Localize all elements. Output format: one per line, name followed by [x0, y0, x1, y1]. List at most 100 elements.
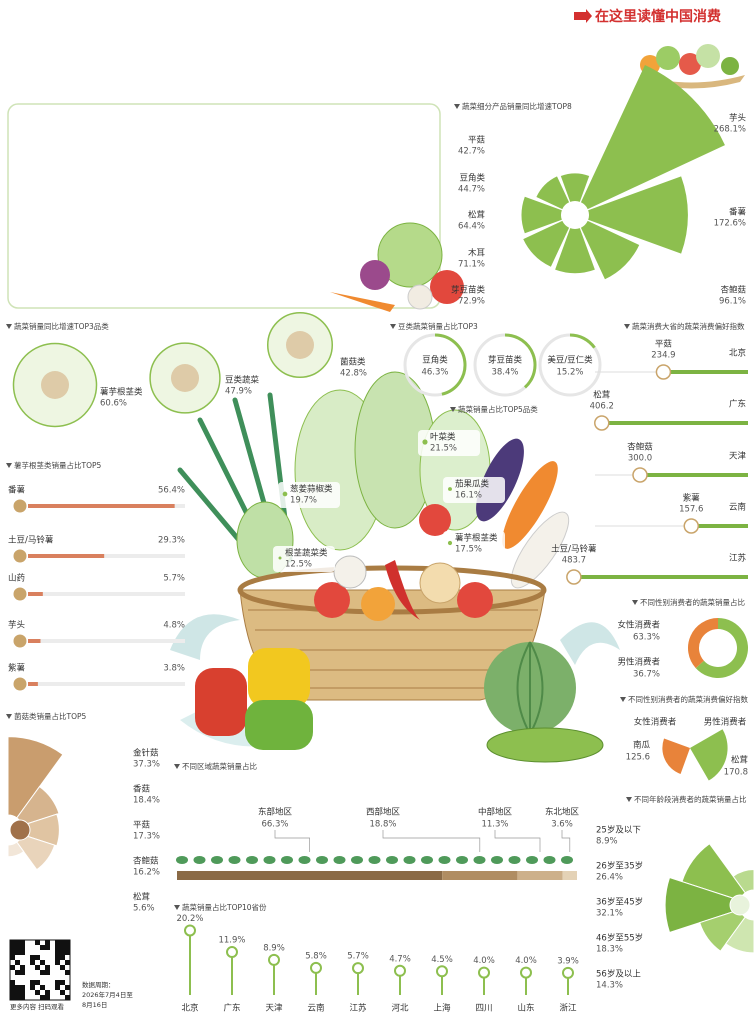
wedge	[662, 738, 690, 774]
value-label: 63.3%	[633, 633, 660, 643]
bar-track	[28, 639, 185, 643]
qr-cell	[55, 985, 60, 990]
province-label: 江苏	[729, 553, 747, 564]
veg-icon	[286, 331, 314, 359]
chart-title: 不同区域蔬菜销量占比	[182, 761, 257, 771]
value-label: 19.7%	[290, 496, 317, 506]
title-marker	[450, 407, 456, 412]
bar	[28, 554, 105, 558]
qr-cell	[10, 980, 15, 985]
qr-cell	[15, 985, 20, 990]
category-label: 女性消费者	[634, 717, 677, 728]
title-marker	[6, 714, 12, 719]
leaf-icon	[368, 856, 381, 864]
qr-cell	[20, 970, 25, 975]
tag-dot	[278, 556, 282, 560]
veg-icon	[683, 518, 700, 534]
qr-cell	[45, 970, 50, 975]
qr-cell	[55, 960, 60, 965]
product-label: 松茸	[731, 755, 748, 766]
qr-cell	[40, 960, 45, 965]
value-label: 47.9%	[225, 387, 252, 397]
category-label: 叶菜类	[430, 432, 456, 443]
category-label: 东部地区	[258, 807, 293, 818]
leaf-icon	[473, 856, 486, 864]
veg-icon	[12, 498, 28, 514]
qr-cell	[65, 985, 70, 990]
rose-wedge	[560, 173, 590, 202]
lollipop-head	[394, 964, 406, 977]
bar-track	[28, 554, 185, 558]
category-label: 菌菇类	[340, 357, 366, 368]
value-label: 268.1%	[714, 125, 746, 135]
qr-cell	[35, 955, 40, 960]
bar-segment	[562, 871, 577, 880]
qr-cell	[65, 945, 70, 950]
leaf-icon	[298, 856, 311, 864]
value-label: 46.3%	[421, 368, 448, 378]
category-label: 土豆/马铃薯	[8, 535, 54, 546]
qr-cell	[10, 995, 15, 1000]
qr-cell	[35, 940, 40, 945]
leaf-icon	[246, 856, 258, 864]
chart-title: 蔬菜细分产品销量同比增速TOP8	[462, 101, 572, 111]
rose-wedge	[732, 869, 754, 894]
qr-cell	[65, 970, 70, 975]
qr-cell	[35, 980, 40, 985]
category-label: 松茸	[468, 210, 485, 221]
chart-title: 不同性别消费者的蔬菜销量占比	[640, 597, 745, 607]
bar-track	[28, 682, 185, 686]
category-label: 芽豆苗类	[451, 285, 486, 296]
qr-cell	[55, 950, 60, 955]
category-label: 男性消费者	[704, 717, 747, 728]
bar-segment	[442, 871, 518, 880]
category-label: 平菇	[133, 820, 151, 831]
value-label: 29.3%	[158, 536, 185, 546]
value-label: 66.3%	[261, 820, 288, 830]
value-label: 3.9%	[557, 956, 579, 966]
leaf-icon	[333, 856, 346, 864]
leaf-icon	[316, 856, 328, 864]
value-label: 11.3%	[481, 820, 508, 830]
chart-title: 不同性别消费者的蔬菜消费偏好指数	[628, 694, 748, 704]
title-marker	[6, 324, 12, 329]
leaf-icon	[561, 856, 573, 864]
province-label: 天津	[729, 451, 747, 462]
product-label: 南瓜	[633, 740, 651, 751]
qr-cell	[45, 995, 50, 1000]
qr-cell	[10, 945, 15, 950]
brand: 在这里读懂中国消费	[595, 8, 721, 25]
tag-bg	[273, 546, 335, 572]
bar-segment	[517, 871, 563, 880]
category-label: 山药	[8, 573, 25, 584]
category-label: 芽豆苗类	[488, 355, 523, 366]
bar	[28, 639, 41, 643]
rose-wedge	[555, 228, 595, 274]
qr-cell	[10, 940, 15, 945]
value-label: 234.9	[651, 351, 675, 361]
province-label: 云南	[729, 502, 746, 513]
value-label: 44.7%	[458, 185, 485, 195]
wedge	[690, 729, 728, 781]
tag-bg	[443, 531, 505, 557]
title-marker	[390, 324, 396, 329]
scan-note: 更多内容 扫码观看	[10, 1002, 65, 1011]
value-label: 56.4%	[158, 486, 185, 496]
leaf-icon	[211, 856, 223, 864]
category-label: 山东	[517, 1003, 534, 1014]
title-marker	[174, 905, 180, 910]
title-marker	[620, 697, 626, 702]
category-label: 杏鲍菇	[720, 285, 746, 296]
rose-wedge	[523, 220, 570, 267]
value-label: 406.2	[590, 402, 614, 412]
veg-icon	[41, 371, 69, 399]
bar	[573, 575, 748, 579]
lollipop-head	[268, 953, 280, 966]
value-label: 483.7	[562, 556, 586, 566]
value-label: 11.9%	[218, 936, 245, 946]
chart-title: 蔬菜消费大省的蔬菜消费偏好指数	[632, 321, 745, 331]
category-label: 豆类蔬菜	[225, 375, 260, 386]
leaf-icon	[386, 856, 398, 864]
category-label: 芋头	[8, 620, 26, 631]
lollipop-head	[562, 966, 574, 979]
